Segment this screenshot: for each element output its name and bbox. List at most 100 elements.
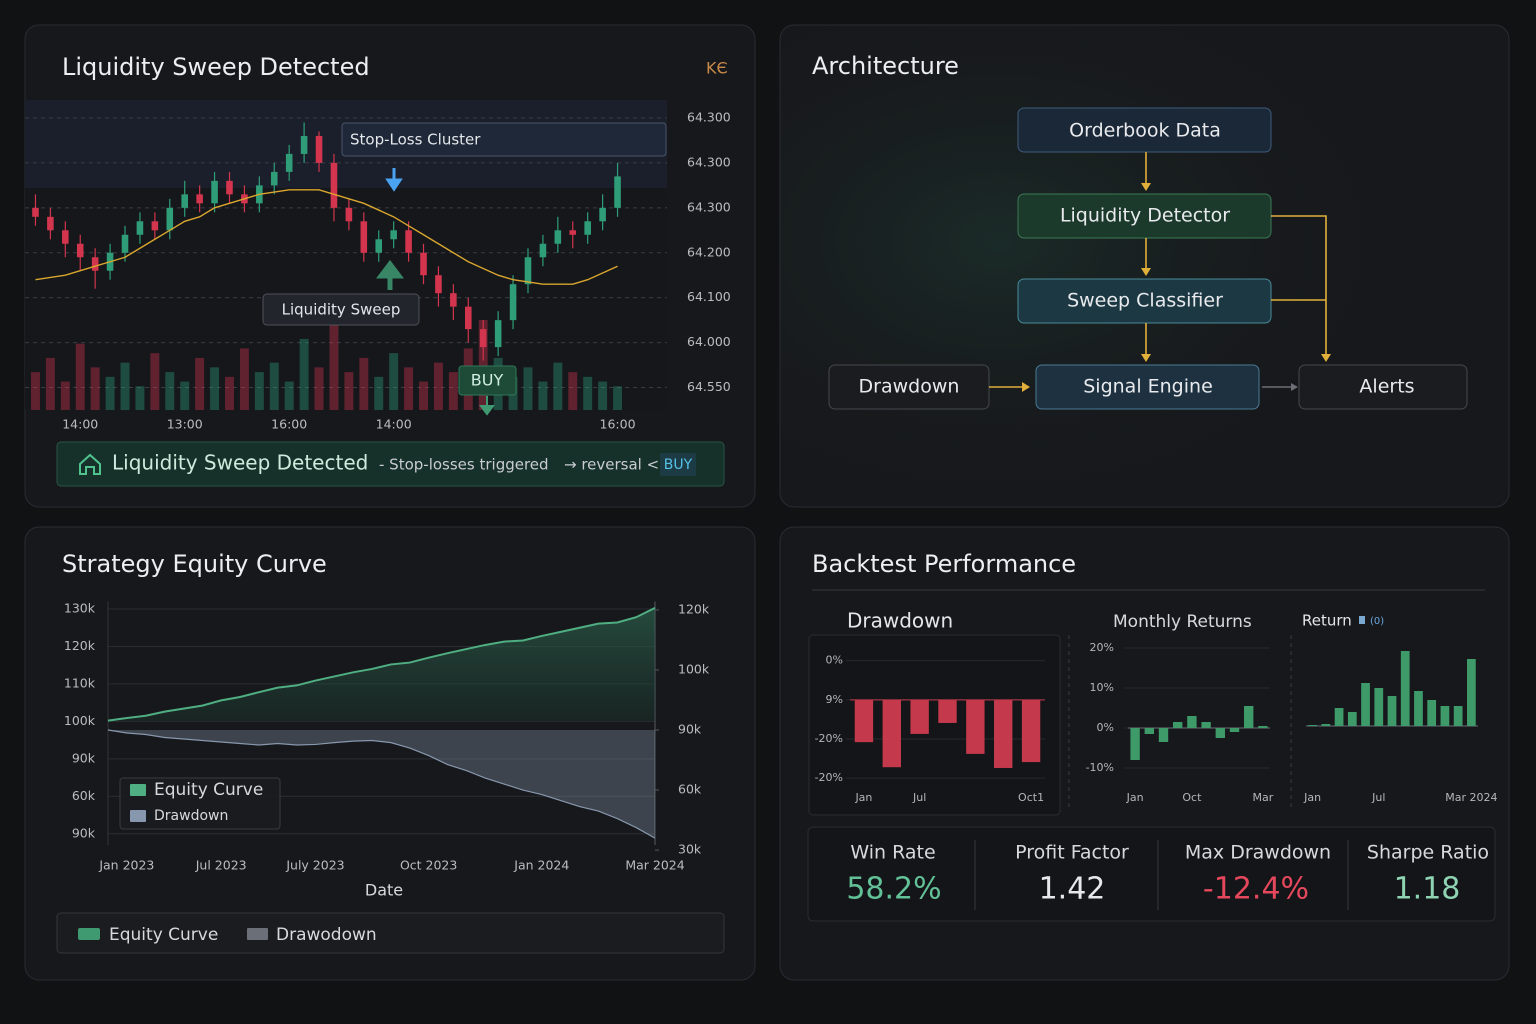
- candle-body: [614, 176, 621, 208]
- volume-bar: [210, 367, 220, 410]
- volume-bar: [553, 362, 563, 410]
- badge-icon: [1359, 616, 1365, 624]
- volume-bar: [254, 372, 264, 410]
- candle-body: [136, 221, 144, 235]
- x-tick-label: Jul 2023: [195, 858, 247, 873]
- series-line: [107, 729, 656, 839]
- volume-bar: [269, 362, 279, 410]
- y-tick-label: 130k: [64, 600, 96, 615]
- y2-tick-label: 90k: [678, 722, 702, 737]
- candle-body: [420, 252, 427, 276]
- volume-bar: [583, 376, 593, 410]
- y-tick-label: -20%: [815, 732, 843, 745]
- x-tick-label: Oct 2023: [400, 858, 457, 873]
- stat-label: Max Drawdown: [1185, 842, 1331, 864]
- signal-banner: [56, 441, 725, 487]
- candle-body: [181, 194, 188, 208]
- volume-bar: [433, 362, 443, 410]
- volume-bar: [150, 353, 160, 410]
- bar: [1387, 696, 1397, 726]
- bar: [1258, 726, 1268, 728]
- candle-body: [599, 207, 606, 222]
- x-tick-label: 16:00: [600, 417, 636, 432]
- volume-bar: [448, 372, 458, 410]
- x-tick-label: 14:00: [62, 417, 98, 432]
- node-label: Orderbook Data: [1069, 120, 1221, 142]
- subchart-title: Return: [1302, 612, 1352, 630]
- x-tick-label: Jul: [1371, 791, 1385, 804]
- arrowhead: [1141, 183, 1151, 191]
- stats-box: [807, 826, 1496, 922]
- volume-bar: [60, 381, 70, 410]
- volume-bar: [120, 362, 130, 410]
- legend-box: [119, 777, 281, 830]
- panel-title: Strategy Equity Curve: [62, 550, 327, 578]
- volume-bar: [613, 386, 623, 410]
- candle-body: [47, 216, 54, 231]
- banner-icon: [79, 453, 101, 475]
- volume-bar: [389, 353, 399, 410]
- candle-layer: 64.300 64.300 64.300 64.200 64.100 64.000 64.5…: [25, 109, 731, 432]
- y-tick-label: 64.000: [687, 334, 731, 349]
- node: [1298, 364, 1468, 410]
- y-tick-label: 64.550: [687, 379, 731, 394]
- bar: [1427, 700, 1437, 726]
- y-tick-label: 100k: [64, 713, 96, 728]
- node-label: Sweep Classifier: [1067, 290, 1223, 312]
- y-tick-label: 120k: [64, 638, 96, 653]
- volume-bar: [404, 367, 414, 410]
- candle-body: [330, 162, 338, 208]
- volume-bar: [419, 381, 428, 410]
- arrowhead: [1022, 382, 1030, 392]
- x-tick-label: Jan: [1126, 791, 1144, 804]
- bar: [1440, 706, 1450, 726]
- x-tick-label: 16:00: [271, 417, 307, 432]
- bar: [882, 699, 901, 768]
- bar: [1453, 706, 1463, 726]
- node-label: Drawdown: [859, 376, 960, 398]
- volume-bar: [299, 338, 309, 410]
- x-tick-label: Mar: [1253, 791, 1274, 804]
- y-tick-label: 20%: [1090, 641, 1114, 654]
- annotation: Stop-Loss Cluster: [350, 131, 481, 149]
- y-tick-label: 90k: [72, 750, 96, 765]
- bar: [1321, 724, 1331, 726]
- candle-body: [390, 230, 397, 240]
- legend-swatch: [247, 928, 268, 940]
- edges: [989, 152, 1331, 392]
- candle-body: [300, 135, 308, 154]
- y-tick-label: 64.300: [687, 154, 731, 169]
- x-tick-label: Oct: [1182, 791, 1202, 804]
- bar: [1244, 706, 1254, 728]
- annotation-box: [262, 293, 420, 326]
- panel-glow: [780, 25, 1509, 507]
- volume-bar: [568, 372, 578, 410]
- y-tick-label: 0%: [1097, 721, 1114, 734]
- arrowhead: [1141, 354, 1151, 362]
- candle-body: [569, 230, 577, 235]
- stat-value: 1.42: [1039, 872, 1106, 907]
- y2-tick-label: 30k: [678, 842, 702, 857]
- volume-bar: [598, 381, 608, 410]
- stat-label: Sharpe Ratio: [1367, 842, 1489, 864]
- banner-reversal: → reversal <: [564, 456, 659, 474]
- candle-body: [121, 234, 129, 253]
- stat-value: -12.4%: [1203, 872, 1309, 907]
- volume-bar: [284, 381, 294, 410]
- node: [1035, 364, 1260, 410]
- annotation-box: [341, 122, 667, 157]
- series-line: [107, 606, 656, 722]
- arrowhead: [1291, 383, 1298, 391]
- bar: [994, 699, 1013, 768]
- banner-title: Liquidity Sweep Detected: [112, 451, 368, 475]
- node: [1017, 278, 1272, 324]
- y-tick-label: 60k: [72, 788, 96, 803]
- volume-bar: [374, 376, 384, 410]
- legend-swatch: [130, 784, 146, 796]
- banner-signal: BUY: [664, 457, 693, 473]
- y-tick-label: -10%: [1086, 761, 1114, 774]
- subchart-title: Drawdown: [847, 609, 953, 633]
- legend-label: Equity Curve: [109, 925, 218, 945]
